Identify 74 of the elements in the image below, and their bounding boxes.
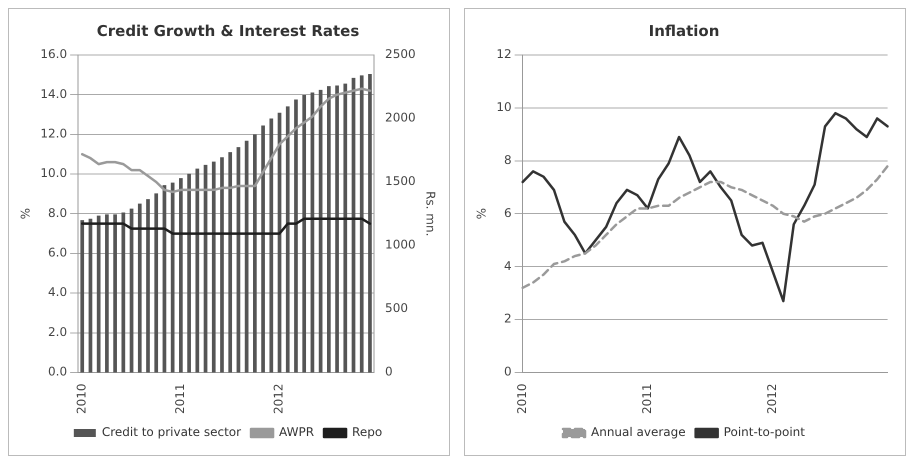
y-axis-title: % bbox=[474, 208, 488, 220]
bar bbox=[253, 134, 257, 372]
bar bbox=[294, 99, 298, 372]
y-tick-label: 12.0 bbox=[40, 126, 68, 140]
bar bbox=[80, 220, 84, 372]
x-tick-label: 2010 bbox=[74, 383, 88, 414]
bar bbox=[269, 118, 274, 372]
bar bbox=[121, 212, 126, 372]
bar bbox=[261, 125, 265, 372]
y-tick-label: 10.0 bbox=[40, 166, 68, 180]
y-tick-label: 10 bbox=[496, 100, 512, 114]
y2-tick-label: 500 bbox=[385, 301, 408, 316]
bar bbox=[236, 147, 240, 372]
y-axis-title: % bbox=[18, 208, 32, 220]
x-tick-label: 2011 bbox=[640, 383, 654, 414]
bar bbox=[170, 182, 175, 372]
y2-tick-label: 2000 bbox=[385, 110, 416, 125]
bar bbox=[228, 152, 232, 372]
y-tick-label: 4 bbox=[504, 258, 512, 273]
bar bbox=[187, 174, 191, 372]
y-tick-label: 0.0 bbox=[48, 364, 68, 379]
bar bbox=[318, 90, 322, 372]
bar bbox=[138, 204, 142, 372]
y-tick-label: 2 bbox=[504, 312, 512, 326]
bar bbox=[179, 178, 183, 372]
bar bbox=[212, 162, 216, 372]
x-tick-label: 2010 bbox=[514, 383, 529, 414]
bar bbox=[195, 168, 200, 372]
y2-axis-title: Rs. mn. bbox=[424, 191, 438, 236]
bar bbox=[162, 185, 166, 372]
chart-title: Inflation bbox=[648, 22, 720, 40]
y2-tick-label: 2500 bbox=[385, 47, 416, 62]
y2-tick-label: 1000 bbox=[385, 238, 416, 252]
bar bbox=[327, 86, 331, 372]
bar bbox=[130, 208, 134, 372]
bar bbox=[302, 95, 306, 372]
bar bbox=[204, 164, 208, 372]
y-tick-label: 4.0 bbox=[48, 285, 68, 300]
bar bbox=[368, 74, 372, 372]
bar bbox=[154, 193, 158, 372]
bar bbox=[146, 199, 150, 372]
bar bbox=[220, 157, 224, 372]
bar bbox=[286, 106, 290, 372]
bar bbox=[113, 214, 117, 372]
y-tick-label: 6.0 bbox=[48, 246, 68, 260]
bar bbox=[244, 140, 248, 372]
x-tick-label: 2011 bbox=[173, 383, 187, 414]
legend-label: Point-to-point bbox=[724, 425, 806, 440]
bar bbox=[96, 216, 101, 372]
y-tick-label: 14.0 bbox=[40, 86, 68, 101]
legend-label: Credit to private sector bbox=[102, 425, 242, 440]
bar bbox=[105, 214, 109, 372]
x-tick-label: 2012 bbox=[765, 383, 780, 414]
bar bbox=[352, 78, 356, 372]
y-tick-label: 8.0 bbox=[48, 206, 68, 220]
y-tick-label: 6 bbox=[504, 206, 512, 220]
bar bbox=[278, 112, 282, 372]
chart-title: Credit Growth & Interest Rates bbox=[96, 22, 360, 40]
x-tick-label: 2012 bbox=[272, 383, 286, 414]
y2-tick-label: 0 bbox=[385, 364, 393, 379]
y-tick-label: 8 bbox=[504, 152, 512, 167]
legend-label: Repo bbox=[352, 425, 382, 440]
bar bbox=[310, 92, 314, 372]
y-tick-label: 2.0 bbox=[48, 324, 68, 339]
legend-label: Annual average bbox=[591, 425, 686, 440]
y2-tick-label: 1500 bbox=[385, 174, 416, 188]
legend-label: AWPR bbox=[279, 425, 314, 440]
bar bbox=[343, 84, 348, 372]
bar bbox=[335, 85, 339, 372]
y-tick-label: 16.0 bbox=[40, 47, 68, 62]
bar bbox=[88, 218, 92, 372]
y-tick-label: 0 bbox=[504, 364, 512, 379]
bar bbox=[360, 75, 364, 372]
y-tick-label: 12 bbox=[496, 47, 512, 62]
